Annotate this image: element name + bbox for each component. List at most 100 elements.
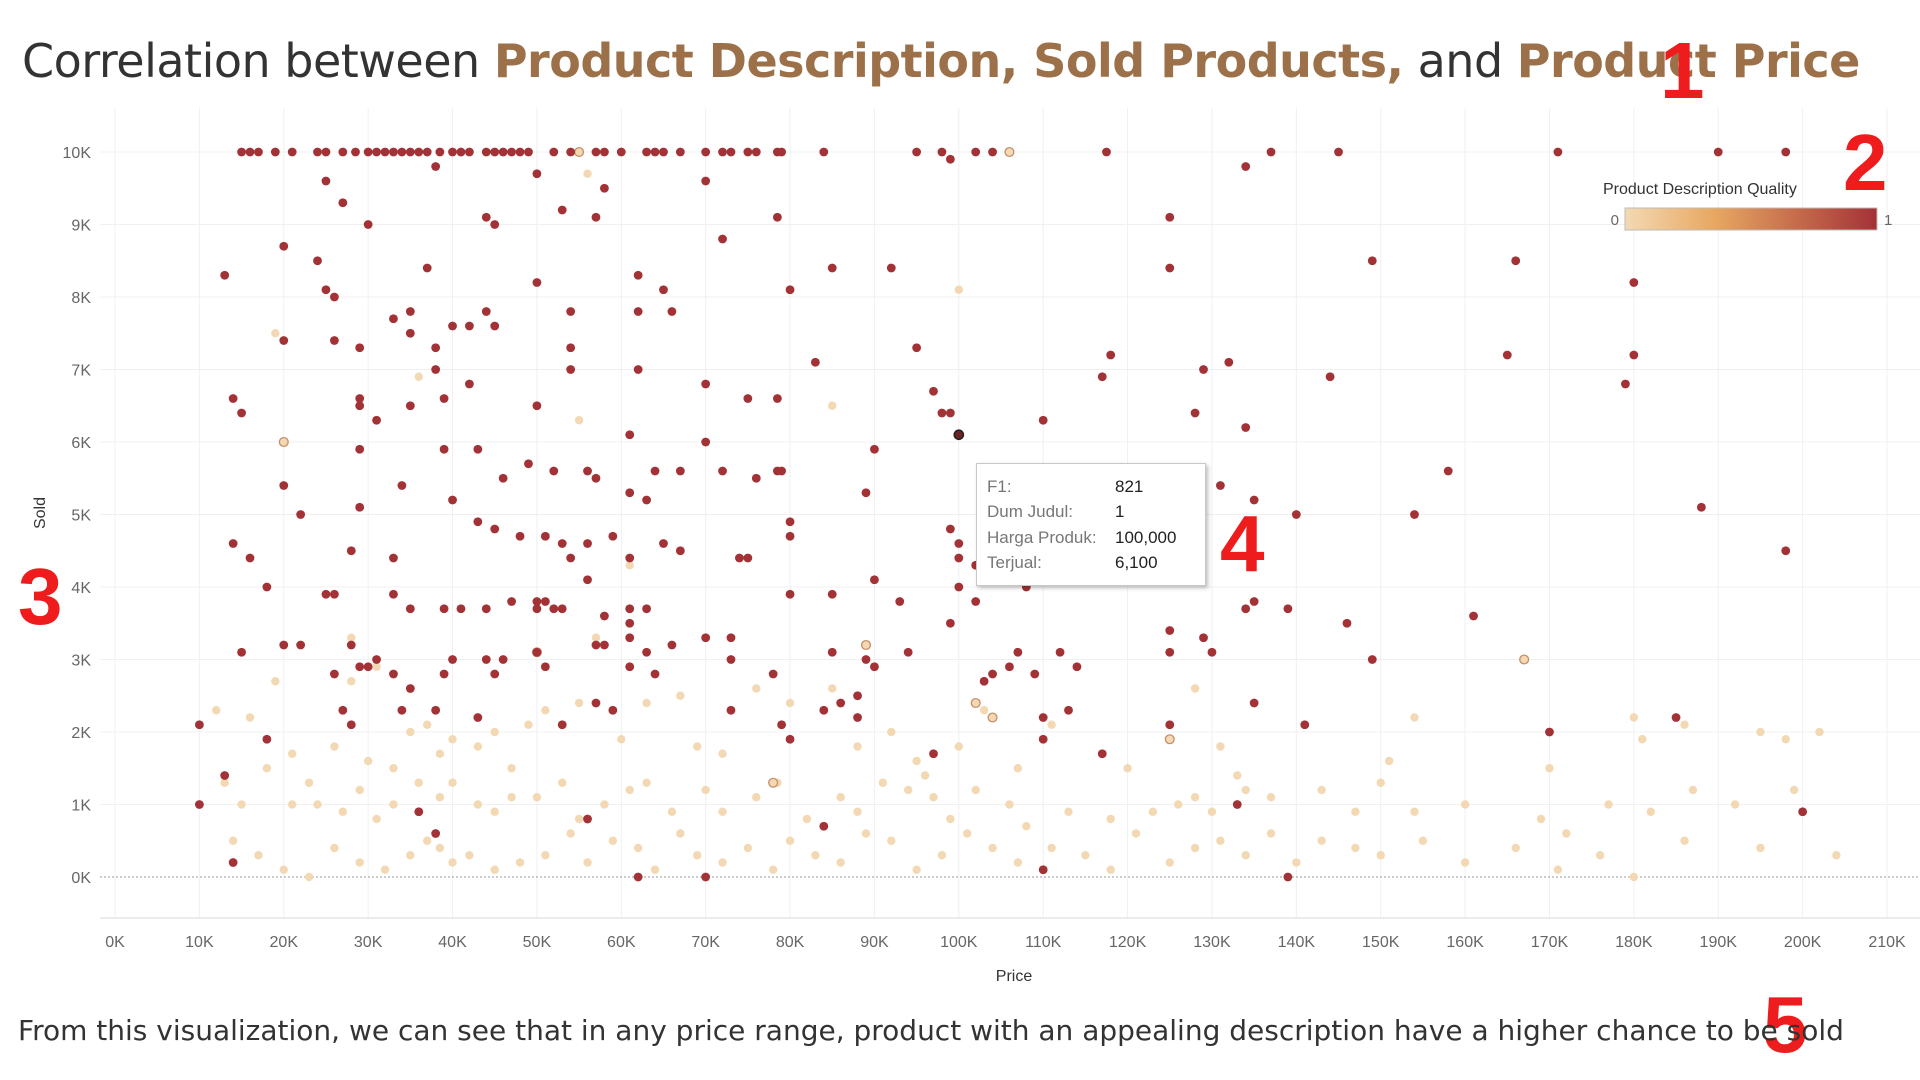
data-point-high-quality[interactable] [1283, 872, 1293, 882]
data-point-high-quality[interactable] [591, 640, 601, 650]
data-point-high-quality[interactable] [625, 662, 635, 672]
data-point-low-quality[interactable] [262, 764, 272, 773]
data-point-high-quality[interactable] [608, 705, 618, 715]
data-point-high-quality[interactable] [785, 589, 795, 599]
data-point-high-quality[interactable] [937, 408, 947, 418]
data-point-high-quality[interactable] [465, 379, 474, 389]
data-point-high-quality[interactable] [1005, 662, 1014, 672]
data-point-low-quality[interactable] [828, 684, 837, 693]
data-point-high-quality[interactable] [777, 147, 787, 157]
data-point-low-quality[interactable] [693, 851, 702, 860]
data-point-high-quality[interactable] [743, 553, 753, 563]
data-point-high-quality[interactable] [524, 147, 533, 157]
data-point-high-quality[interactable] [338, 705, 348, 715]
data-point-low-quality[interactable] [1131, 829, 1141, 838]
data-point-low-quality[interactable] [524, 720, 533, 729]
data-point-high-quality[interactable] [1325, 372, 1335, 382]
data-point-high-quality[interactable] [591, 473, 601, 483]
data-point-high-quality[interactable] [1199, 633, 1208, 643]
data-point-low-quality[interactable] [212, 706, 221, 715]
data-point-high-quality[interactable] [583, 539, 592, 548]
data-point-high-quality[interactable] [397, 147, 407, 157]
data-point-high-quality[interactable] [515, 147, 525, 157]
data-point-low-quality[interactable] [887, 727, 896, 737]
data-point-high-quality[interactable] [262, 734, 272, 744]
data-point-high-quality[interactable] [439, 444, 449, 454]
data-point-low-quality[interactable] [583, 858, 592, 867]
data-point-high-quality[interactable] [1511, 256, 1521, 266]
data-point-low-quality[interactable] [532, 793, 542, 802]
data-point-low-quality[interactable] [1553, 865, 1563, 874]
data-point-mid-quality[interactable] [1164, 734, 1175, 745]
data-point-low-quality[interactable] [861, 829, 871, 838]
data-point-low-quality[interactable] [752, 684, 761, 693]
data-point-low-quality[interactable] [1190, 793, 1200, 802]
data-point-low-quality[interactable] [1233, 771, 1242, 780]
data-point-high-quality[interactable] [1097, 749, 1107, 759]
data-point-low-quality[interactable] [1376, 778, 1385, 787]
data-point-high-quality[interactable] [422, 263, 432, 273]
data-point-high-quality[interactable] [1553, 147, 1563, 157]
data-point-high-quality[interactable] [557, 539, 567, 548]
data-point-high-quality[interactable] [870, 444, 879, 454]
data-point-high-quality[interactable] [549, 604, 559, 614]
data-point-low-quality[interactable] [414, 372, 423, 381]
data-point-high-quality[interactable] [954, 553, 964, 563]
data-point-high-quality[interactable] [279, 241, 289, 251]
data-point-high-quality[interactable] [448, 655, 457, 664]
data-point-high-quality[interactable] [363, 662, 373, 672]
data-point-high-quality[interactable] [1629, 350, 1639, 360]
data-point-low-quality[interactable] [988, 843, 997, 853]
data-point-low-quality[interactable] [802, 814, 812, 824]
data-point-low-quality[interactable] [903, 785, 913, 795]
data-point-high-quality[interactable] [405, 401, 415, 411]
data-point-high-quality[interactable] [701, 437, 711, 447]
data-point-low-quality[interactable] [507, 793, 516, 802]
data-point-high-quality[interactable] [566, 307, 576, 316]
data-point-high-quality[interactable] [1030, 669, 1040, 679]
data-point-low-quality[interactable] [583, 169, 592, 178]
data-point-low-quality[interactable] [347, 633, 356, 642]
data-point-high-quality[interactable] [296, 510, 306, 519]
data-point-high-quality[interactable] [751, 147, 761, 157]
data-point-high-quality[interactable] [633, 872, 643, 882]
data-point-low-quality[interactable] [448, 858, 457, 867]
data-point-high-quality[interactable] [405, 147, 415, 157]
data-point-low-quality[interactable] [1511, 843, 1520, 853]
data-point-low-quality[interactable] [363, 756, 373, 766]
data-point-high-quality[interactable] [355, 343, 365, 353]
data-point-high-quality[interactable] [633, 307, 643, 316]
data-point-low-quality[interactable] [237, 800, 246, 809]
data-point-high-quality[interactable] [988, 147, 997, 157]
data-point-low-quality[interactable] [608, 836, 618, 845]
data-point-low-quality[interactable] [1190, 684, 1200, 693]
data-point-low-quality[interactable] [254, 851, 263, 860]
data-point-high-quality[interactable] [726, 705, 736, 715]
data-point-high-quality[interactable] [481, 147, 491, 157]
data-point-low-quality[interactable] [946, 814, 955, 824]
data-point-high-quality[interactable] [237, 147, 246, 157]
data-point-high-quality[interactable] [435, 147, 445, 157]
data-point-high-quality[interactable] [351, 147, 360, 157]
data-point-low-quality[interactable] [1241, 785, 1250, 795]
data-point-low-quality[interactable] [1351, 807, 1360, 816]
data-point-high-quality[interactable] [456, 604, 466, 614]
data-point-low-quality[interactable] [1680, 836, 1689, 845]
data-point-high-quality[interactable] [220, 771, 230, 780]
data-point-high-quality[interactable] [1224, 357, 1234, 367]
data-point-low-quality[interactable] [1460, 800, 1470, 809]
data-point-high-quality[interactable] [448, 147, 457, 157]
data-point-high-quality[interactable] [549, 466, 559, 476]
data-point-high-quality[interactable] [532, 278, 542, 287]
data-point-high-quality[interactable] [1241, 423, 1251, 432]
data-point-low-quality[interactable] [1815, 727, 1824, 737]
data-point-low-quality[interactable] [1646, 807, 1655, 816]
data-point-high-quality[interactable] [1165, 647, 1175, 657]
data-point-low-quality[interactable] [785, 836, 795, 845]
data-point-low-quality[interactable] [279, 865, 288, 874]
data-point-high-quality[interactable] [954, 582, 964, 592]
data-point-high-quality[interactable] [532, 604, 542, 614]
data-point-high-quality[interactable] [329, 669, 339, 679]
data-point-low-quality[interactable] [406, 727, 415, 737]
data-point-low-quality[interactable] [642, 698, 651, 708]
